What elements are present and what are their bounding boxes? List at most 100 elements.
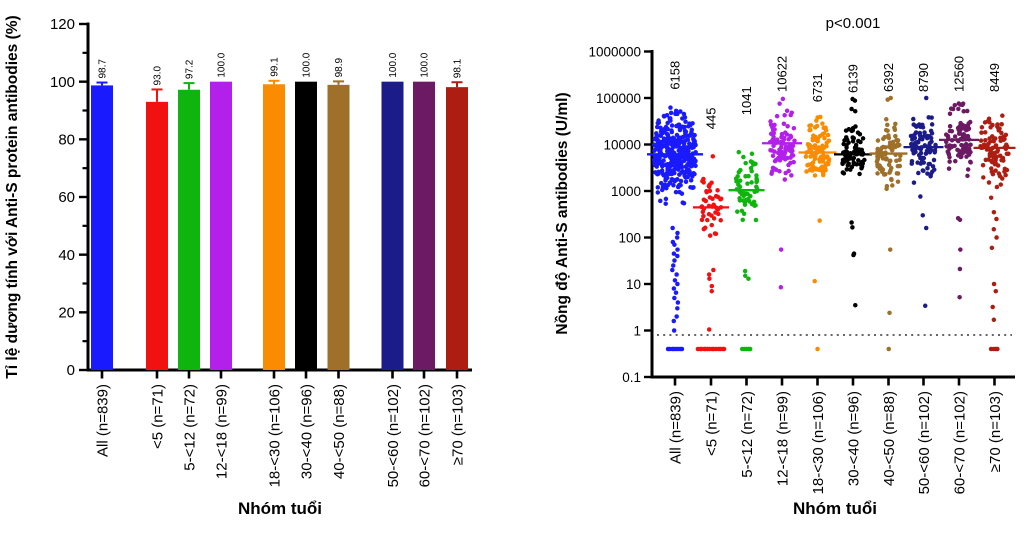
data-point <box>715 188 720 193</box>
data-point <box>754 184 759 189</box>
scatter-group <box>939 101 979 300</box>
data-point <box>908 133 914 139</box>
data-point <box>885 122 890 128</box>
data-point <box>693 158 698 164</box>
data-point <box>989 166 994 171</box>
data-point <box>770 153 776 159</box>
outlier-point <box>849 106 854 112</box>
y-tick-label: 1 <box>633 323 641 338</box>
data-point <box>665 175 670 181</box>
data-point <box>858 139 863 145</box>
bar <box>413 81 435 371</box>
data-point <box>741 154 746 160</box>
data-point <box>952 102 958 108</box>
data-point <box>655 138 661 144</box>
bar-value-label: 100.0 <box>388 52 399 77</box>
data-point <box>683 179 689 185</box>
data-point <box>672 178 678 184</box>
outlier-point <box>671 251 677 256</box>
bar-y-axis-title: Tỉ lệ dương tính với Anti-S protein anti… <box>4 15 21 378</box>
median-value-label: 8790 <box>916 63 931 92</box>
outlier-point <box>851 252 856 258</box>
data-point <box>663 124 669 130</box>
outlier-point <box>709 283 715 289</box>
data-point <box>753 217 759 223</box>
data-point <box>820 121 825 126</box>
data-point <box>658 198 663 204</box>
data-point <box>780 96 786 102</box>
data-point <box>925 171 930 176</box>
median-value-label: 6139 <box>846 64 861 93</box>
data-point <box>652 142 657 148</box>
outlier-point <box>672 278 678 283</box>
data-point <box>661 173 666 178</box>
x-tick-label: 12-<18 (n=99) <box>214 384 231 479</box>
data-point <box>791 125 797 131</box>
data-point <box>913 140 918 146</box>
median-value-label: 1041 <box>739 86 754 115</box>
x-tick-label: 60-<70 (n=102) <box>952 391 969 494</box>
outlier-point <box>670 225 675 231</box>
outlier-point <box>675 230 680 236</box>
data-point <box>754 179 759 185</box>
bar <box>327 84 350 371</box>
negative-point <box>721 346 727 352</box>
data-point <box>786 162 791 168</box>
x-tick-label: All (n=839) <box>668 391 685 464</box>
data-point <box>947 111 953 117</box>
outlier-point <box>671 286 677 291</box>
data-point <box>718 196 724 201</box>
scatter-group <box>798 114 837 352</box>
data-point <box>783 130 788 135</box>
x-tick-label: 40-<50 (n=88) <box>331 384 348 479</box>
data-point <box>881 172 887 177</box>
median-value-label: 10622 <box>775 56 790 92</box>
data-point <box>853 144 859 150</box>
data-point <box>774 137 780 142</box>
data-point <box>956 127 962 133</box>
outlier-point <box>670 267 675 273</box>
data-point <box>668 105 673 110</box>
data-point <box>684 167 690 173</box>
data-point <box>659 187 665 193</box>
data-point <box>736 149 742 155</box>
data-point <box>987 120 992 125</box>
data-point <box>959 150 964 156</box>
bar-value-label: 100.0 <box>420 52 431 77</box>
data-point <box>657 155 662 161</box>
data-point <box>807 127 812 133</box>
data-point <box>818 168 824 173</box>
data-point <box>678 147 684 153</box>
data-point <box>952 143 957 149</box>
y-tick-label: 0.1 <box>622 370 641 385</box>
data-point <box>893 121 898 127</box>
data-point <box>735 174 740 179</box>
bar-value-label: 98.7 <box>98 59 109 79</box>
x-tick-label: 18-<30 (n=106) <box>810 391 827 494</box>
outlier-point <box>675 306 680 311</box>
negative-point <box>679 346 685 352</box>
data-point <box>655 120 661 126</box>
data-point <box>920 122 925 128</box>
x-tick-label: 18-<30 (n=106) <box>267 384 284 487</box>
scatter-group <box>728 149 765 352</box>
x-tick-label: 50-<60 (n=102) <box>385 384 402 487</box>
data-point <box>688 156 694 161</box>
data-point <box>684 163 690 168</box>
outlier-point <box>673 290 679 295</box>
outlier-point <box>671 328 677 333</box>
data-point <box>912 135 917 141</box>
bar <box>446 87 468 371</box>
data-point <box>669 123 675 128</box>
data-point <box>789 110 794 115</box>
data-point <box>784 108 790 114</box>
data-point <box>811 133 816 138</box>
outlier-point <box>852 98 858 103</box>
data-point <box>892 125 897 130</box>
data-point <box>822 163 828 169</box>
data-point <box>962 133 968 138</box>
bar <box>178 89 200 371</box>
data-point <box>789 173 794 178</box>
data-point <box>806 143 812 149</box>
data-point <box>737 178 743 183</box>
